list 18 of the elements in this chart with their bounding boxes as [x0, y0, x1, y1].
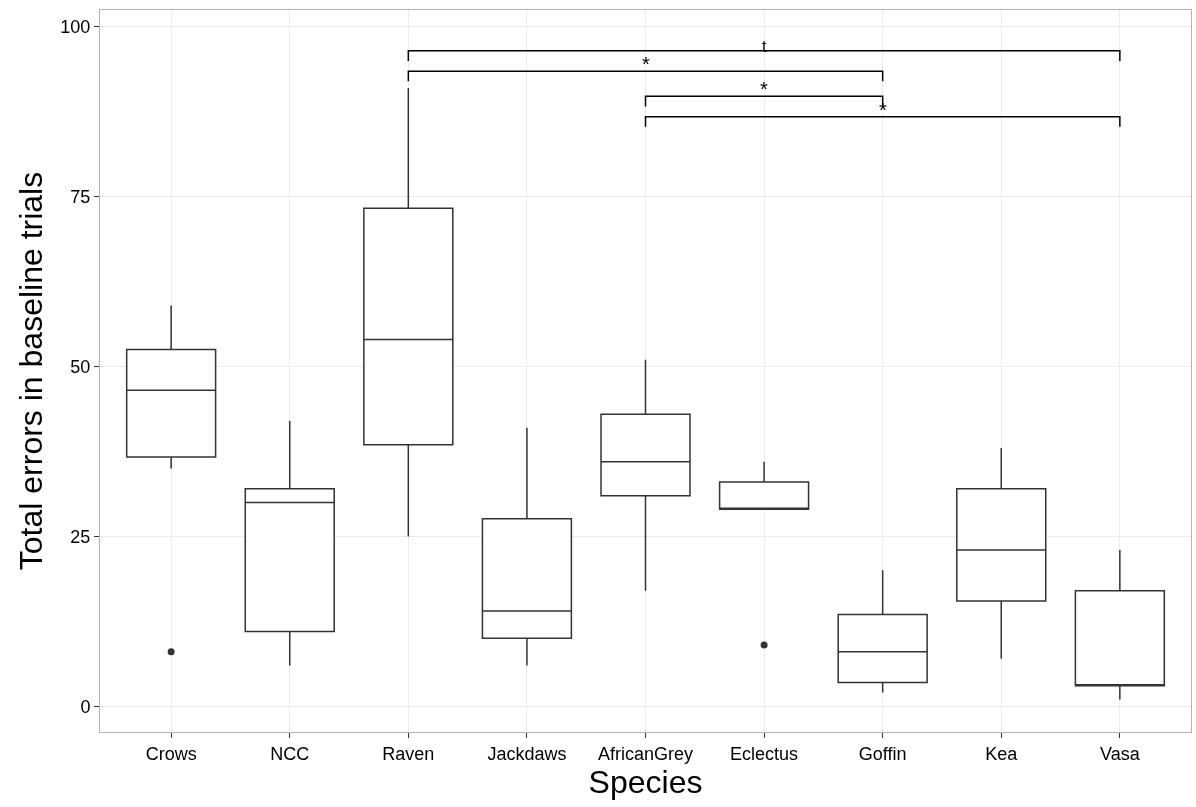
- y-tick-label: 25: [70, 526, 91, 547]
- y-axis-title: Total errors in baseline trials: [12, 171, 49, 571]
- x-tick-label: Jackdaws: [487, 743, 567, 764]
- x-tick-label: Goffin: [858, 743, 907, 764]
- annotation: *: [760, 78, 768, 100]
- x-tick-label: Crows: [145, 743, 197, 764]
- y-tick-label: 75: [70, 187, 91, 208]
- x-axis-title: Species: [588, 763, 703, 800]
- y-tick-label: 50: [70, 356, 91, 377]
- x-tick-label: Vasa: [1100, 743, 1141, 764]
- x-tick-label: Raven: [382, 743, 435, 764]
- x-tick-label: Kea: [985, 743, 1019, 764]
- annotation: *: [642, 53, 650, 75]
- x-tick-label: AfricanGrey: [597, 743, 694, 764]
- y-tick-label: 100: [60, 17, 91, 38]
- x-tick-label: Eclectus: [730, 743, 799, 764]
- y-tick-label: 0: [80, 696, 91, 717]
- x-tick-label: NCC: [270, 743, 310, 764]
